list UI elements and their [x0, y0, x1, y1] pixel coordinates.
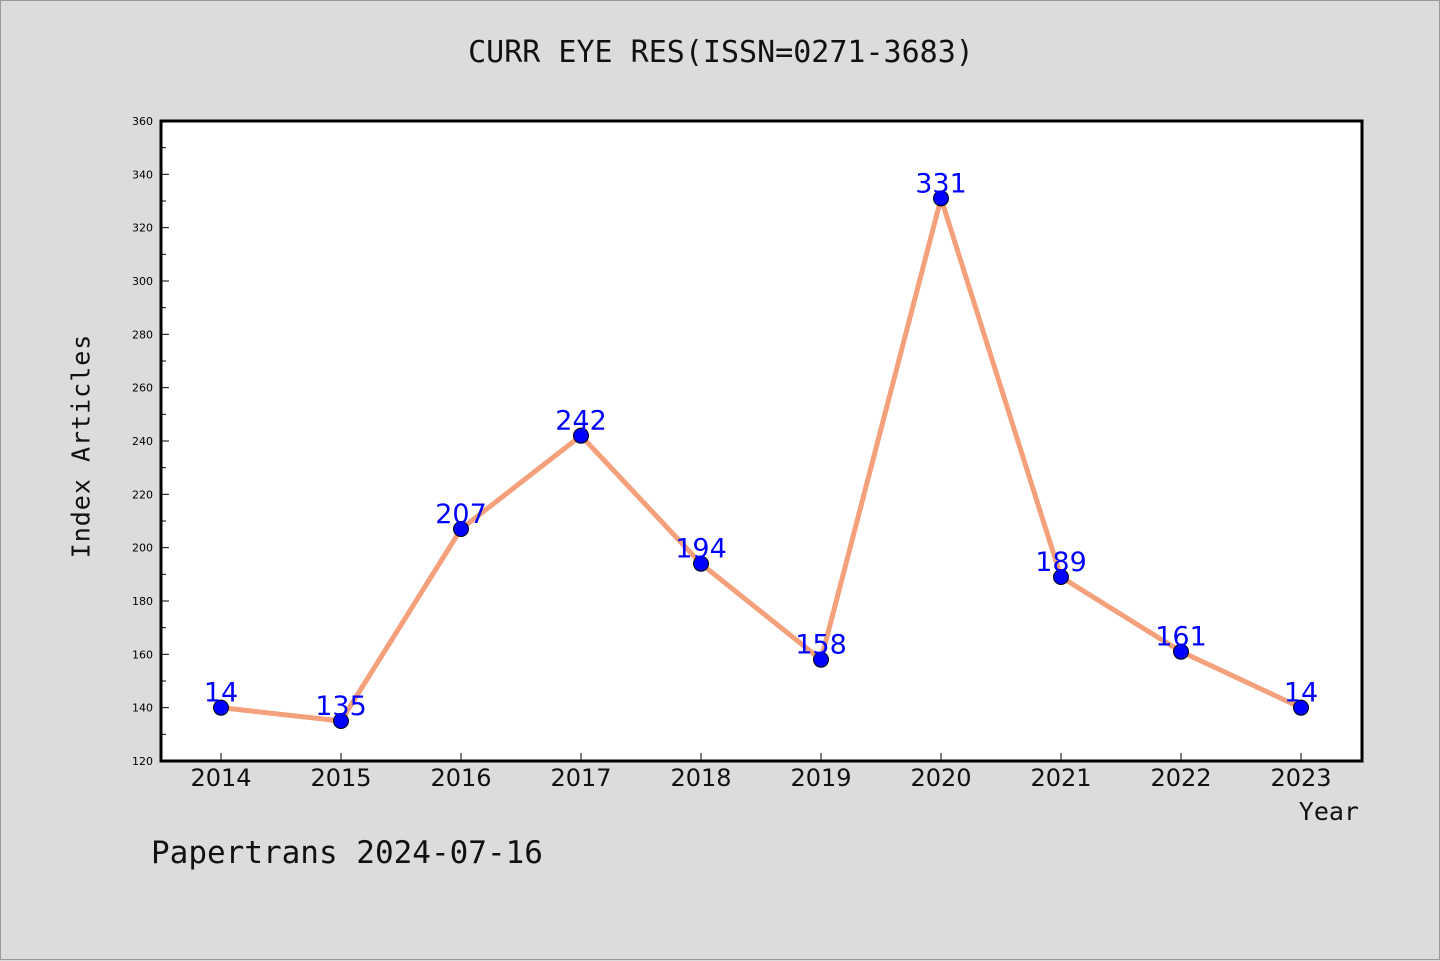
data-label: 14: [1284, 678, 1318, 709]
y-tick-label: 360: [132, 115, 153, 128]
y-tick-label: 300: [132, 275, 153, 288]
x-axis-label: Year: [1298, 797, 1359, 826]
data-label: 135: [315, 691, 367, 722]
x-tick-label: 2017: [550, 764, 611, 792]
data-label: 207: [435, 499, 487, 530]
x-tick-label: 2014: [190, 764, 251, 792]
y-tick-label: 120: [132, 755, 153, 768]
data-point: [1293, 699, 1309, 716]
y-tick-label: 220: [132, 488, 153, 501]
data-point: [333, 713, 349, 729]
x-tick-label: 2015: [310, 764, 371, 792]
data-point: [933, 190, 949, 207]
data-point: [573, 427, 589, 444]
y-tick-label: 180: [132, 595, 153, 608]
series-line: [218, 195, 1304, 724]
data-label: 242: [555, 406, 607, 437]
data-point: [453, 521, 469, 537]
data-label: 331: [915, 168, 967, 199]
y-tick-label: 140: [132, 702, 153, 715]
x-tick-label: 2019: [790, 764, 851, 792]
data-label: 189: [1035, 547, 1087, 578]
data-label: 158: [795, 630, 847, 661]
data-label: 161: [1155, 622, 1207, 653]
footer-credit: Papertrans 2024-07-16: [151, 835, 543, 871]
data-point: [813, 651, 829, 668]
data-label: 14: [204, 678, 238, 709]
x-tick-label: 2021: [1030, 764, 1091, 792]
y-tick-label: 160: [132, 648, 153, 661]
plot-area: [159, 119, 1364, 763]
x-tick-label: 2016: [430, 764, 491, 792]
data-point: [1173, 643, 1189, 660]
x-tick-label: 2022: [1150, 764, 1211, 792]
y-tick-label: 260: [132, 382, 153, 395]
x-tick-label: 2023: [1270, 764, 1331, 792]
y-tick-label: 280: [132, 328, 153, 341]
data-point: [1053, 569, 1069, 585]
x-tick-label: 2018: [670, 764, 731, 792]
y-tick-label: 240: [132, 435, 153, 448]
y-tick-label: 320: [132, 222, 153, 235]
data-point: [693, 555, 709, 572]
chart-title: CURR EYE RES(ISSN=0271-3683): [468, 35, 974, 70]
data-label: 194: [675, 534, 727, 565]
y-tick-label: 200: [132, 542, 153, 555]
y-tick-label: 340: [132, 168, 153, 181]
data-point: [213, 699, 229, 716]
x-tick-label: 2020: [910, 764, 971, 792]
